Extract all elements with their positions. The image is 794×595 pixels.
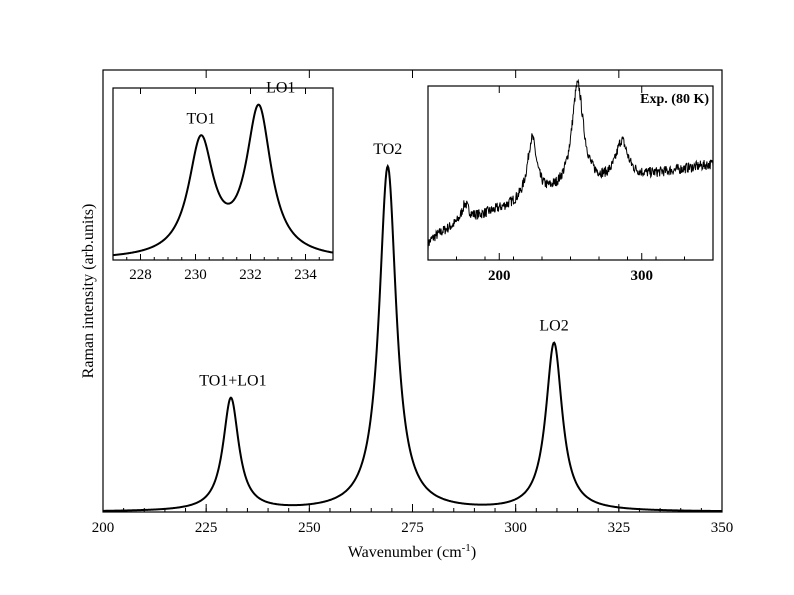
- peak-label: TO1+LO1: [199, 373, 266, 390]
- x-tick-label: 225: [195, 520, 218, 536]
- right-inset-title: Exp. (80 K): [640, 92, 709, 107]
- peak-label: TO2: [373, 141, 402, 158]
- left-inset-plot: 228 230 232 234 TO1 LO1: [112, 80, 334, 283]
- left-inset-frame: [112, 87, 334, 261]
- x-tick-label: 200: [488, 268, 511, 284]
- x-tick-label: 230: [184, 267, 207, 283]
- main-peak-labels: TO1+LO1 TO2 LO2: [199, 141, 568, 389]
- x-tick-label: 250: [298, 520, 321, 536]
- main-y-axis-label: Raman intensity (arb.units): [80, 204, 97, 379]
- main-spectrum-line: [102, 163, 723, 513]
- x-tick-label: 300: [504, 520, 527, 536]
- x-tick-label: 350: [711, 520, 734, 536]
- left-inset-x-ticks: 228 230 232 234: [112, 88, 334, 283]
- x-tick-label: 200: [92, 520, 115, 536]
- main-x-ticks: 200 225 250 275 300 325 350: [92, 70, 734, 536]
- x-tick-label: 300: [631, 268, 654, 284]
- peak-label: LO1: [266, 80, 295, 97]
- main-plot: 200 225 250 275 300 325 350 TO1+LO1 TO2 LO2 Wave…: [80, 69, 734, 561]
- left-inset-peak-labels: TO1 LO1: [186, 80, 295, 128]
- left-inset-spectrum-line: [112, 103, 334, 257]
- right-inset-x-ticks: 200 300: [427, 86, 714, 284]
- peak-label: TO1: [186, 110, 215, 127]
- x-tick-label: 228: [129, 267, 152, 283]
- x-tick-label: 325: [608, 520, 631, 536]
- right-inset-experimental-line: [427, 78, 714, 251]
- right-inset-plot: 200 300 Exp. (80 K): [427, 78, 714, 284]
- x-tick-label: 234: [294, 267, 317, 283]
- x-tick-label: 275: [401, 520, 424, 536]
- x-tick-label: 232: [239, 267, 262, 283]
- peak-label: LO2: [539, 318, 568, 335]
- main-x-axis-label: Wavenumber (cm-1): [348, 542, 476, 561]
